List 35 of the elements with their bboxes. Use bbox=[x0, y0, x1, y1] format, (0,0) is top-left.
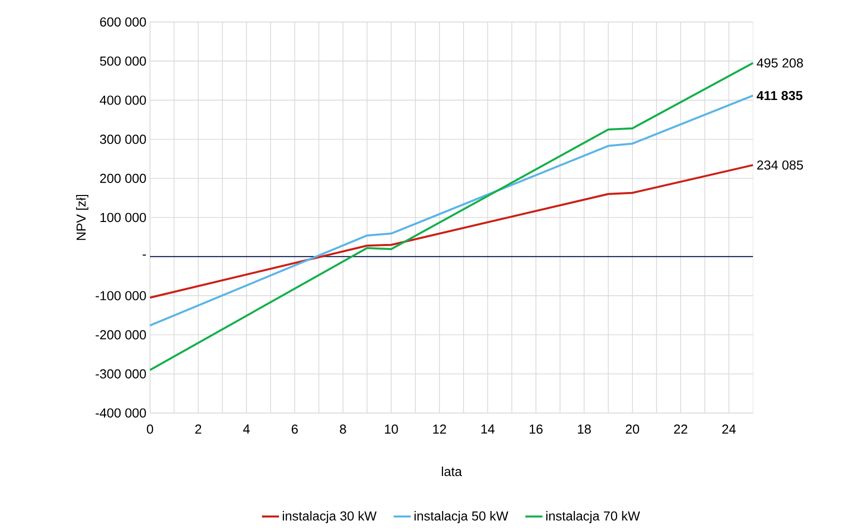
y-tick-label: 400 000 bbox=[100, 96, 146, 105]
x-tick-label: 12 bbox=[433, 424, 446, 434]
y-tick-label: -100 000 bbox=[96, 291, 146, 300]
x-tick-label: 24 bbox=[722, 424, 736, 434]
y-tick-label: -400 000 bbox=[96, 408, 146, 418]
legend-label: instalacja 30 kW bbox=[282, 511, 377, 524]
x-tick-label: 10 bbox=[384, 424, 398, 434]
y-tick-label: -300 000 bbox=[96, 369, 146, 378]
y-tick-label: 100 000 bbox=[100, 212, 146, 222]
y-tick-label: 300 000 bbox=[100, 134, 146, 144]
x-tick-label: 22 bbox=[674, 424, 688, 434]
y-tick-label: 500 000 bbox=[100, 56, 146, 66]
x-tick-label: 2 bbox=[195, 424, 202, 434]
x-axis-title: lata bbox=[442, 466, 462, 476]
x-tick-label: 20 bbox=[626, 424, 640, 434]
legend-label: instalacja 50 kW bbox=[414, 511, 508, 524]
line-series bbox=[149, 94, 754, 326]
data-label: 411 835 bbox=[756, 90, 802, 100]
y-tick-label: 200 000 bbox=[100, 174, 146, 183]
data-label: 234 085 bbox=[757, 160, 803, 170]
x-tick-label: 4 bbox=[243, 424, 250, 434]
line-series bbox=[149, 164, 754, 299]
x-tick-label: 0 bbox=[146, 424, 154, 434]
y-tick-label: -200 000 bbox=[96, 330, 146, 340]
x-tick-label: 6 bbox=[292, 424, 298, 434]
data-label: 495 208 bbox=[756, 58, 803, 68]
legend-label: instalacja 70 kW bbox=[546, 511, 640, 524]
line-series bbox=[149, 62, 754, 371]
x-tick-label: 16 bbox=[530, 424, 543, 434]
y-axis-title: NPV [zł] bbox=[76, 194, 88, 240]
x-tick-label: 14 bbox=[481, 424, 495, 434]
x-tick-label: 8 bbox=[340, 424, 346, 434]
y-tick-label: - bbox=[142, 254, 146, 256]
x-tick-label: 18 bbox=[578, 424, 591, 434]
y-tick-label: 600 000 bbox=[100, 17, 146, 27]
